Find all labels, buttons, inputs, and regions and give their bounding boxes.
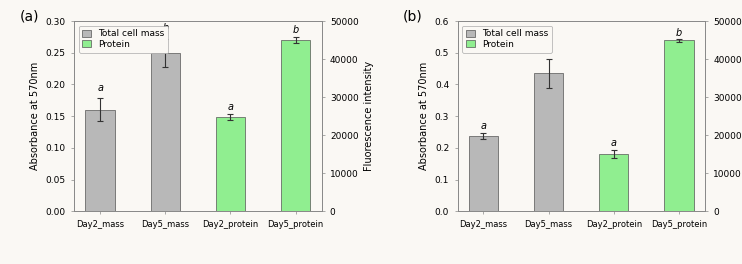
- Bar: [664, 40, 694, 211]
- Text: (a): (a): [20, 10, 39, 24]
- Legend: Total cell mass, Protein: Total cell mass, Protein: [79, 26, 168, 53]
- Text: a: a: [97, 83, 103, 93]
- Text: a: a: [611, 139, 617, 148]
- Text: b: b: [292, 25, 299, 35]
- Text: a: a: [228, 102, 234, 112]
- Text: (b): (b): [403, 10, 423, 24]
- Legend: Total cell mass, Protein: Total cell mass, Protein: [462, 26, 552, 53]
- Bar: [599, 154, 628, 211]
- Y-axis label: Absorbance at 570nm: Absorbance at 570nm: [30, 62, 40, 170]
- Text: b: b: [162, 22, 168, 32]
- Bar: [534, 73, 563, 211]
- Bar: [151, 53, 180, 211]
- Text: b: b: [676, 28, 682, 37]
- Y-axis label: Absorbance at 570nm: Absorbance at 570nm: [419, 62, 430, 170]
- Bar: [216, 117, 245, 211]
- Text: b: b: [545, 43, 552, 53]
- Bar: [85, 110, 115, 211]
- Bar: [469, 136, 498, 211]
- Text: a: a: [481, 121, 487, 131]
- Bar: [281, 40, 310, 211]
- Y-axis label: Fluorescence intensity: Fluorescence intensity: [364, 61, 374, 171]
